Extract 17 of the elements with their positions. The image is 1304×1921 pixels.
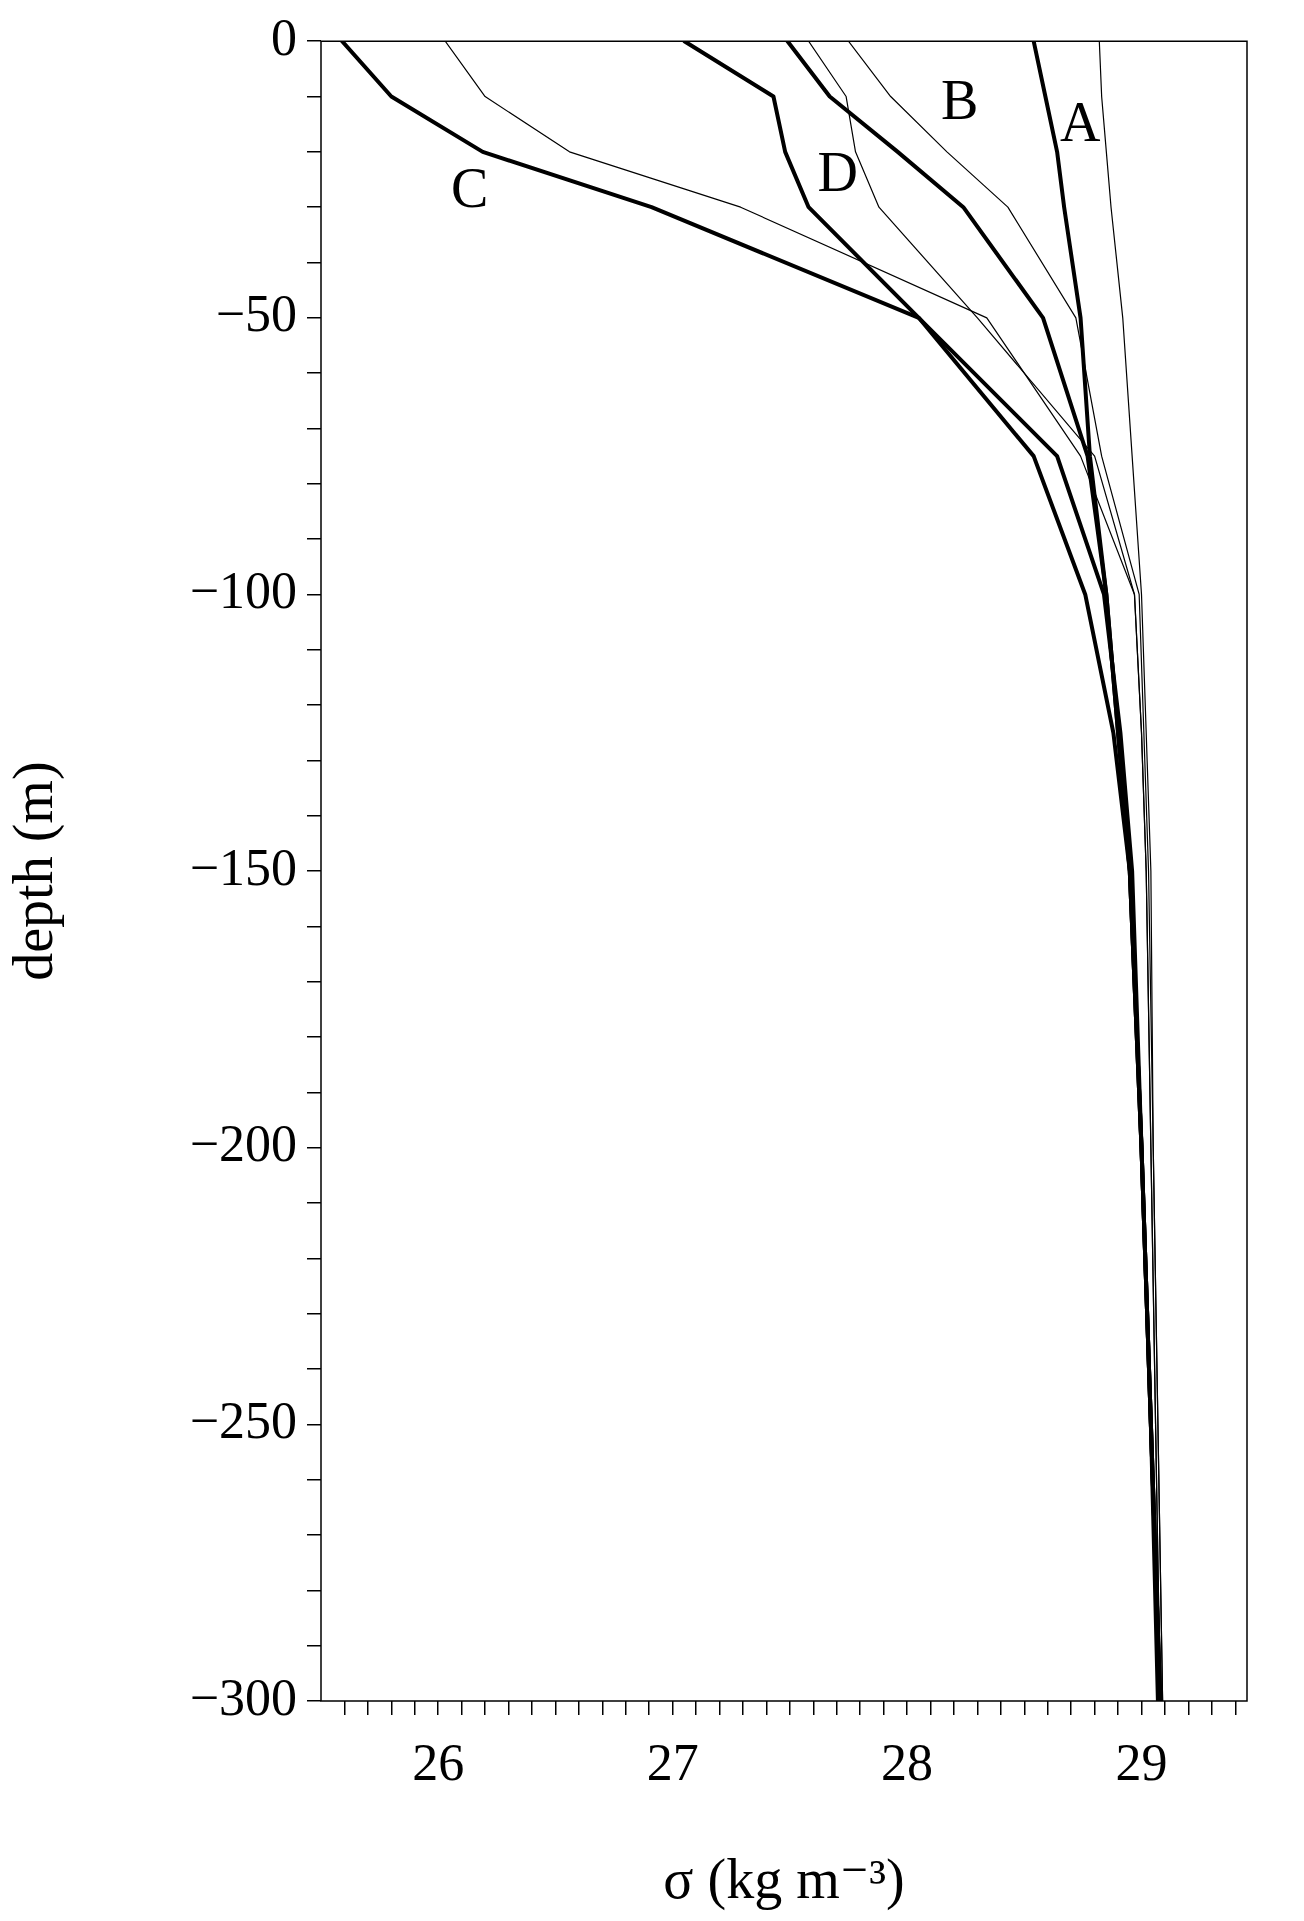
series-label: B [941, 69, 979, 132]
series-label: C [451, 156, 489, 219]
x-tick-label: 29 [1115, 1733, 1168, 1791]
x-tick-label: 27 [646, 1733, 699, 1791]
y-tick-label: −250 [189, 1392, 297, 1450]
y-tick-label: −150 [189, 838, 297, 896]
y-tick-label: −100 [189, 562, 297, 620]
series-label: A [1059, 90, 1101, 153]
series-label: D [817, 140, 858, 203]
y-axis-title: depth (m) [2, 761, 66, 981]
y-tick-label: 0 [271, 8, 297, 66]
y-tick-label: −50 [215, 285, 297, 343]
x-tick-label: 28 [881, 1733, 934, 1791]
y-tick-label: −200 [189, 1115, 297, 1173]
x-tick-label: 26 [412, 1733, 465, 1791]
y-tick-label: −300 [189, 1668, 297, 1726]
x-axis-title: σ (kg m⁻³) [663, 1848, 905, 1912]
